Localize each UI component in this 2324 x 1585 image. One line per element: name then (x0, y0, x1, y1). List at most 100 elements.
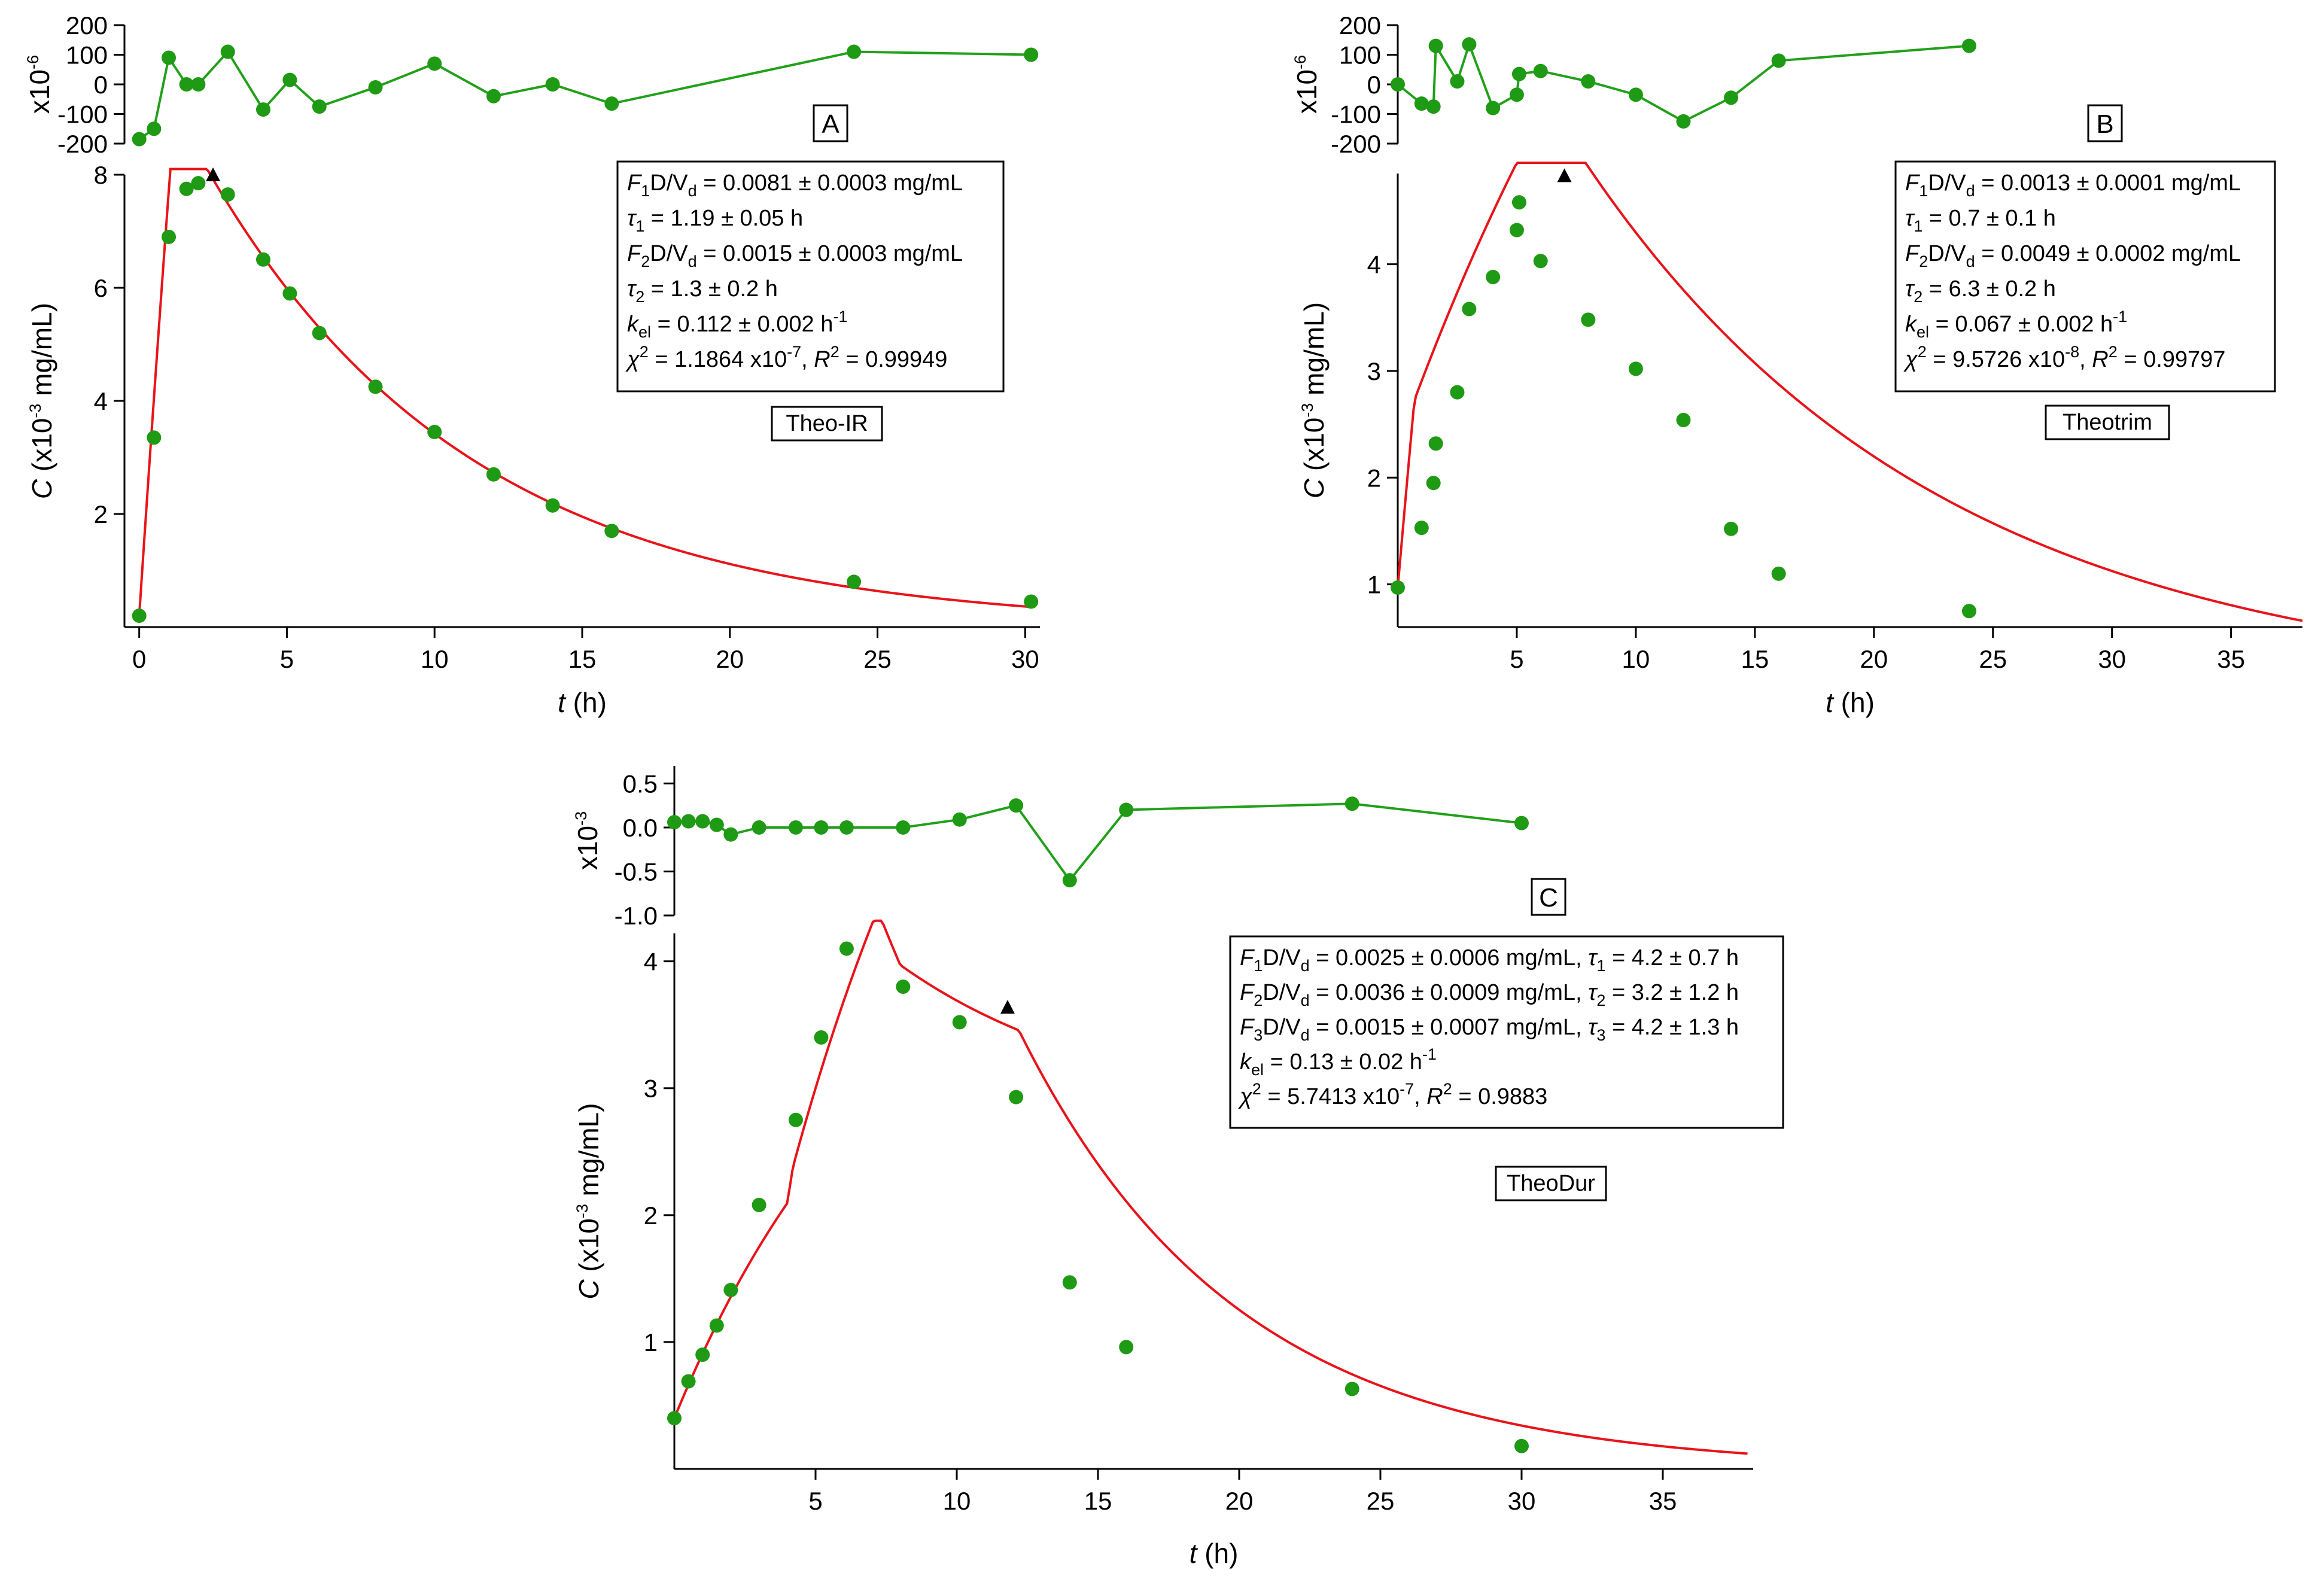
data-point-1 (147, 430, 162, 445)
resid-y-tick-label: -0.5 (615, 857, 658, 886)
legend-sub2: d (1966, 182, 1975, 200)
y-axis-label: C (x10-3 mg/mL) (1298, 302, 1330, 498)
y-tick-label: 2 (1367, 464, 1381, 492)
peak-marker (1000, 1000, 1015, 1014)
legend-row: F2D/Vd = 0.0036 ± 0.0009 mg/mL, τ2 = 3.2… (1240, 980, 1739, 1009)
data-point-2 (1426, 476, 1441, 491)
x-tick-label: 15 (568, 645, 597, 673)
y-axis-unit: (x10 (26, 418, 57, 479)
residual-point-0 (667, 815, 682, 830)
legend-sub2: d (1301, 1026, 1310, 1044)
residual-point-13 (1724, 90, 1739, 105)
y-axis-unit: (x10 (1298, 418, 1330, 479)
legend-sub2: d (688, 252, 697, 270)
residual-point-6 (1486, 101, 1501, 115)
formulation-label: Theo-IR (786, 411, 868, 436)
data-point-8 (839, 941, 854, 956)
legend-sub: el (1251, 1061, 1264, 1079)
legend-var: F (1905, 171, 1920, 196)
y-axis-var: C (573, 1279, 604, 1300)
residual-line (138, 50, 1032, 141)
x-tick-label: 5 (280, 645, 294, 673)
data-point-1 (681, 1374, 696, 1389)
legend-sup: -1 (2113, 308, 2127, 325)
residual-point-4 (191, 77, 206, 92)
legend-sub: 2 (1919, 252, 1928, 270)
residual-point-11 (1628, 87, 1643, 102)
residual-point-15 (1961, 38, 1976, 53)
resid-y-tick-label: 100 (66, 41, 108, 69)
resid-y-tick-label: 200 (1339, 11, 1381, 39)
data-point-9 (368, 379, 383, 394)
legend-sup: -8 (2065, 343, 2079, 361)
residual-point-4 (1450, 74, 1465, 89)
legend-text: = 9.5726 x10 (1927, 347, 2065, 372)
x-axis-unit: (h) (1197, 1538, 1238, 1569)
residual-point-5 (1462, 37, 1477, 52)
x-tick-label: 30 (1011, 645, 1039, 673)
legend-var: F (1905, 241, 1920, 266)
legend-var: F (1240, 980, 1255, 1005)
x-axis-var: t (1190, 1538, 1198, 1569)
data-point-10 (1581, 312, 1596, 327)
data-point-15 (1024, 594, 1039, 609)
panel-label: B (2096, 109, 2113, 139)
panel-label: C (1539, 883, 1558, 912)
legend-sup2: 2 (1443, 1080, 1452, 1098)
legend-rest: D/V (1928, 241, 1966, 266)
legend-row: kel = 0.067 ± 0.002 h-1 (1905, 308, 2127, 341)
legend-row: χ2 = 9.5726 x10-8, R2 = 0.99797 (1903, 343, 2225, 372)
legend-text3: = 0.99949 (839, 347, 948, 372)
data-point-12 (1676, 412, 1691, 427)
residual-point-1 (681, 814, 696, 829)
residual-point-12 (1676, 114, 1691, 129)
legend-sup: 2 (640, 343, 649, 361)
legend-var: k (1240, 1049, 1252, 1075)
x-axis-label: t (h) (1190, 1538, 1239, 1569)
formulation-label-box (2045, 404, 2170, 440)
legend-sup: 2 (1252, 1080, 1261, 1098)
data-point-12 (1062, 1275, 1077, 1290)
residual-point-1 (147, 121, 162, 136)
data-point-2 (162, 229, 177, 244)
legend-sub: 2 (635, 288, 644, 306)
y-tick-label: 2 (94, 500, 108, 528)
legend-sub: 1 (641, 182, 650, 200)
resid-y-tick-label: -1.0 (615, 902, 658, 930)
legend-text: = 6.3 ± 0.2 h (1923, 276, 2056, 302)
x-axis-var: t (1826, 687, 1835, 718)
y-tick-label: 2 (644, 1201, 658, 1230)
data-point-1 (1414, 521, 1429, 536)
legend-subv2: 1 (1596, 957, 1605, 975)
y-axis-unit2: mg/mL) (1298, 302, 1330, 403)
legend-var: k (1905, 312, 1918, 337)
resid-y-tick-label: 0 (94, 71, 108, 99)
residual-point-2 (1426, 99, 1441, 114)
legend-sub2: d (688, 182, 697, 200)
x-tick-label: 10 (943, 1487, 971, 1515)
y-tick-label: 4 (1367, 251, 1381, 279)
legend-text: = 5.7413 x10 (1261, 1084, 1400, 1109)
resid-axis-label: x10-3 (572, 811, 603, 870)
legend-text: = 0.0081 ± 0.0003 mg/mL (697, 171, 963, 196)
y-axis-unit: (x10 (573, 1218, 604, 1279)
legend-row: F2D/Vd = 0.0049 ± 0.0002 mg/mL (1905, 241, 2241, 270)
data-point-13 (1724, 521, 1739, 536)
data-point-11 (1628, 361, 1643, 376)
residual-point-7 (814, 820, 829, 835)
resid-y-tick-label: 0.0 (623, 814, 658, 842)
residual-point-11 (486, 89, 501, 104)
resid-scale-exp: -6 (24, 55, 42, 69)
legend-var2: τ (1588, 980, 1598, 1005)
data-point-9 (896, 979, 911, 994)
legend-box (616, 160, 1005, 393)
legend-sub2: d (1966, 252, 1975, 270)
data-point-5 (752, 1197, 766, 1212)
resid-y-tick-label: -200 (57, 130, 108, 158)
x-tick-label: 0 (132, 645, 146, 673)
legend-var: F (627, 171, 642, 196)
resid-scale: x10 (24, 69, 55, 114)
y-tick-label: 8 (94, 161, 108, 189)
